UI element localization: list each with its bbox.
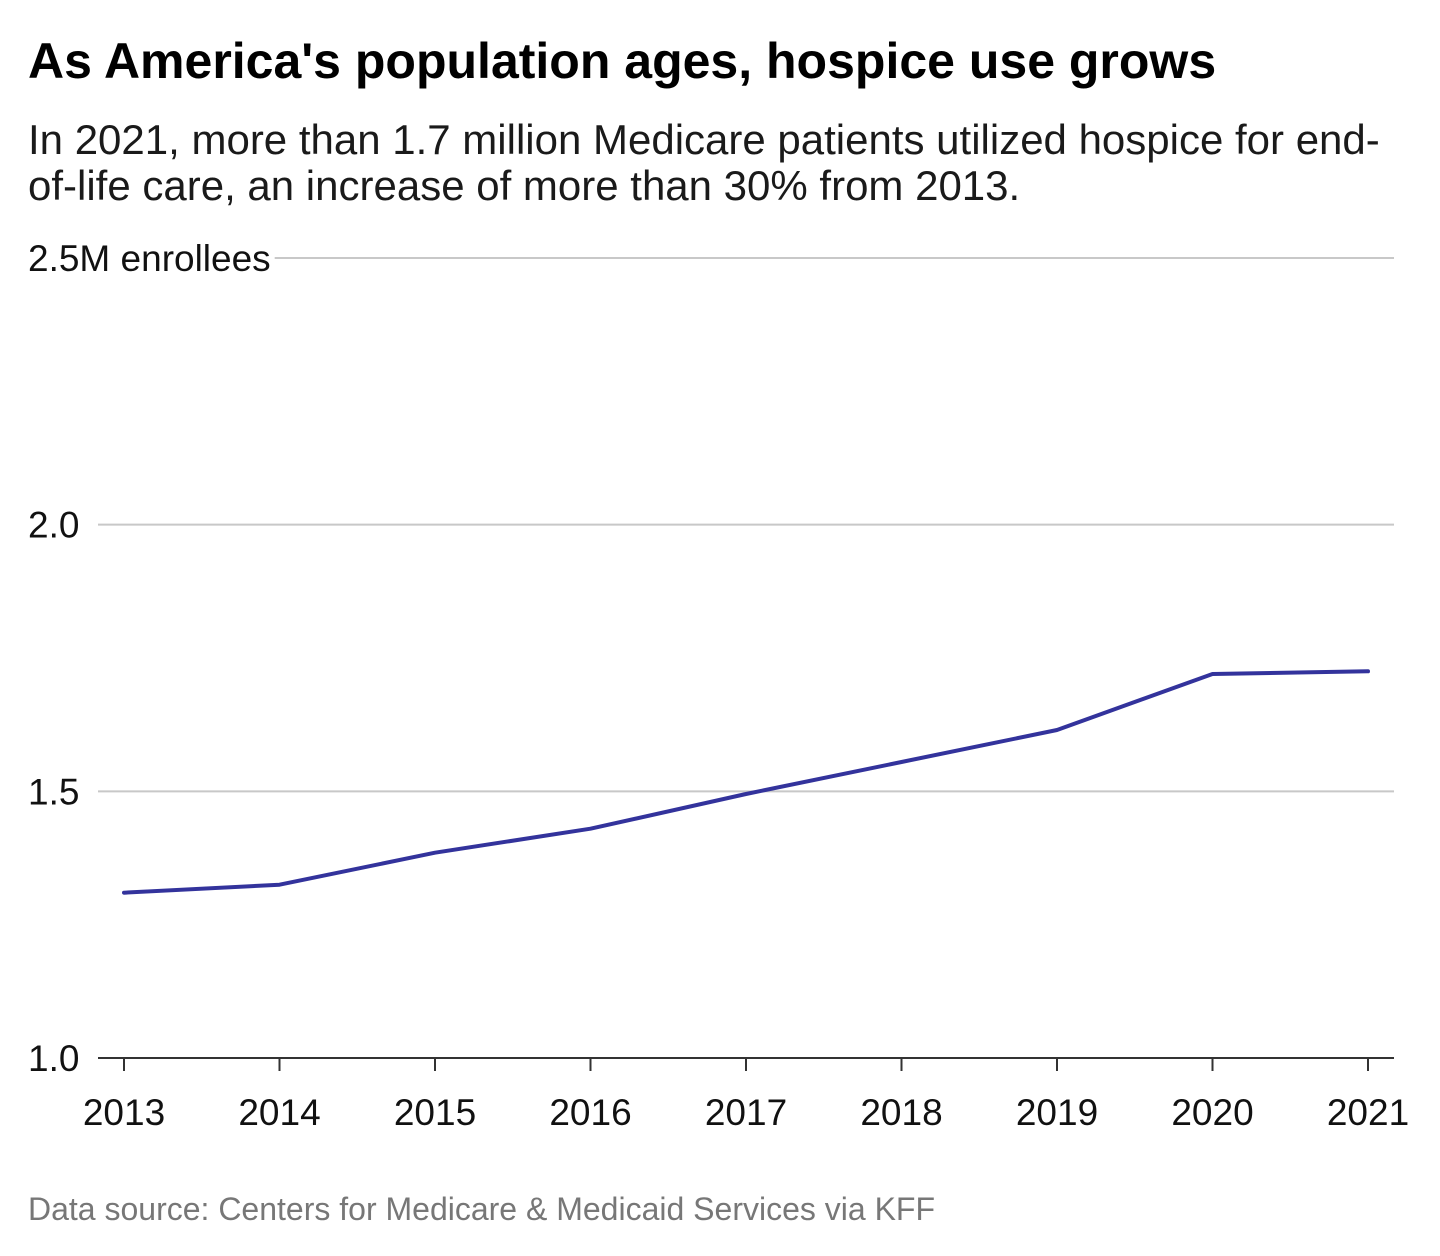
x-tick-label: 2020 — [1171, 1092, 1253, 1133]
x-tick-label: 2021 — [1327, 1092, 1409, 1133]
x-tick-label: 2013 — [83, 1092, 165, 1133]
y-tick-label: 2.0 — [28, 505, 79, 546]
gridlines — [98, 257, 1394, 793]
x-tick-label: 2015 — [394, 1092, 476, 1133]
x-tick-label: 2014 — [238, 1092, 320, 1133]
chart-title: As America's population ages, hospice us… — [28, 33, 1217, 89]
y-tick-label: 1.0 — [28, 1038, 79, 1079]
x-axis — [98, 1057, 1394, 1071]
chart-subtitle: In 2021, more than 1.7 million Medicare … — [28, 116, 1380, 209]
data-source-note: Data source: Centers for Medicare & Medi… — [28, 1191, 935, 1227]
y-tick-label: 2.5M enrollees — [28, 238, 271, 279]
x-tick-label: 2016 — [549, 1092, 631, 1133]
x-tick-label: 2018 — [860, 1092, 942, 1133]
tick-labels: 1.0 1.5 2.0 2.5M enrollees 2013 2014 2015 2016 2… — [28, 238, 1409, 1133]
x-tick-label: 2017 — [705, 1092, 787, 1133]
x-tick-label: 2019 — [1016, 1092, 1098, 1133]
y-tick-label: 1.5 — [28, 771, 79, 812]
series-line — [122, 669, 1370, 895]
series-layer — [122, 669, 1370, 895]
